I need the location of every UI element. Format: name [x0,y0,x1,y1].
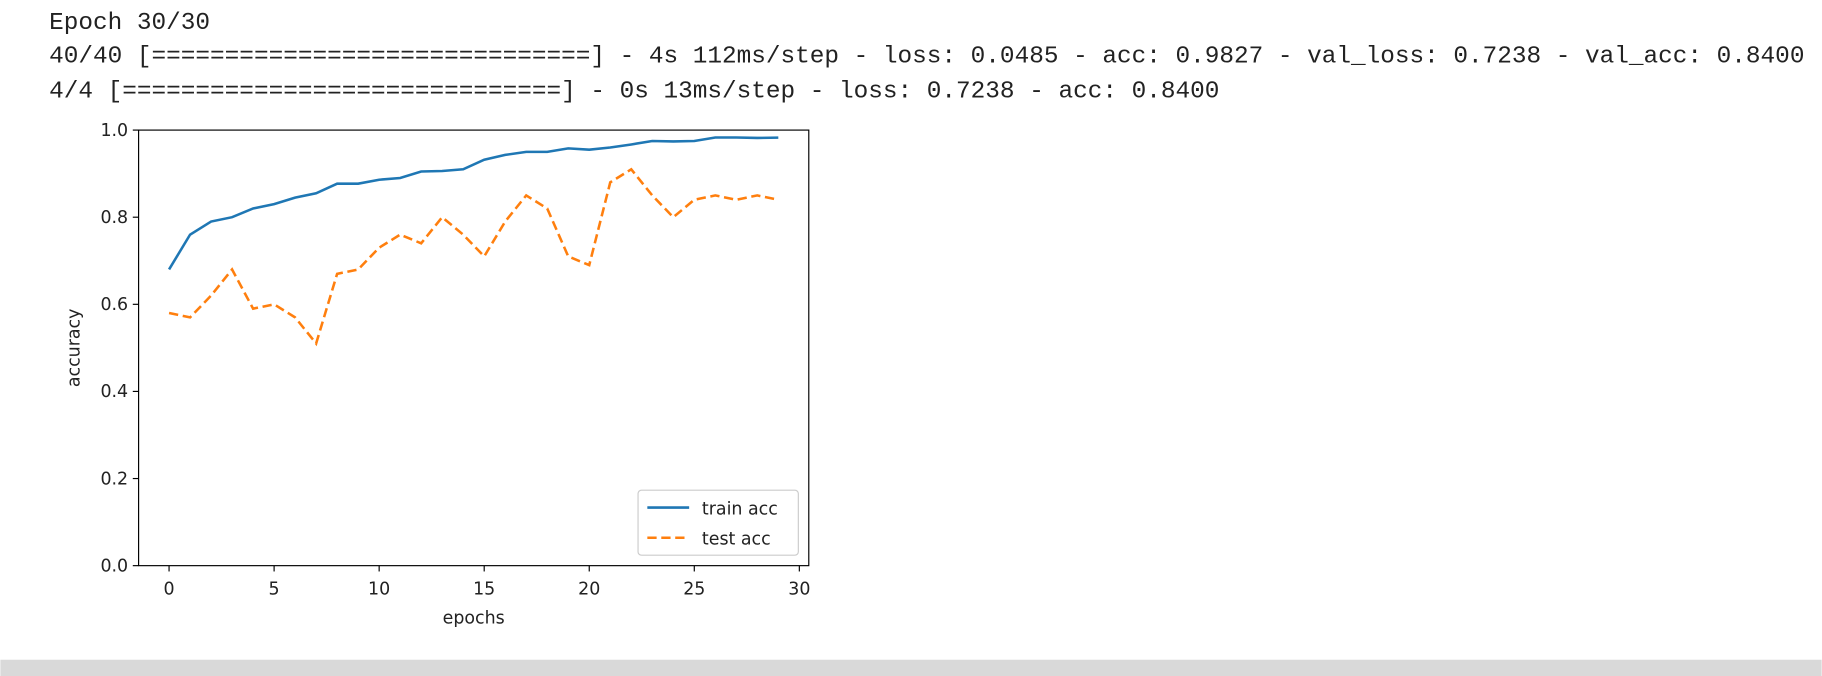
y-tick-label: 0.6 [100,295,128,315]
x-tick-label: 20 [578,580,600,600]
y-tick-label: 0.0 [100,556,128,576]
plot-frame [138,129,810,567]
series-line [167,136,779,271]
x-tick-label: 0 [164,580,175,600]
legend-label: train acc [702,500,778,520]
console-line: 4/4 [==============================] - 0… [49,79,1219,106]
y-tick-label: 0.4 [100,382,128,402]
y-tick-label: 1.0 [100,121,128,141]
x-tick-label: 5 [269,580,280,600]
series-line [168,167,779,347]
x-tick-label: 30 [788,580,810,600]
console-line: 40/40 [==============================] -… [49,44,1804,71]
x-tick-label: 25 [683,580,705,600]
x-axis-label: epochs [443,609,505,629]
bottom-bar [0,659,1822,676]
x-tick-label: 10 [368,580,390,600]
legend-label: test acc [702,530,771,550]
chart: 0.0 0.2 0.4 0.6 0.8 1.0 0 5 10 15 20 25 30 epochs accu… [64,121,810,629]
x-tick-label: 15 [473,580,495,600]
y-axis-label: accuracy [64,309,84,388]
console-line: Epoch 30/30 [49,10,210,37]
y-tick-label: 0.2 [100,469,128,489]
y-tick-label: 0.8 [100,208,128,228]
